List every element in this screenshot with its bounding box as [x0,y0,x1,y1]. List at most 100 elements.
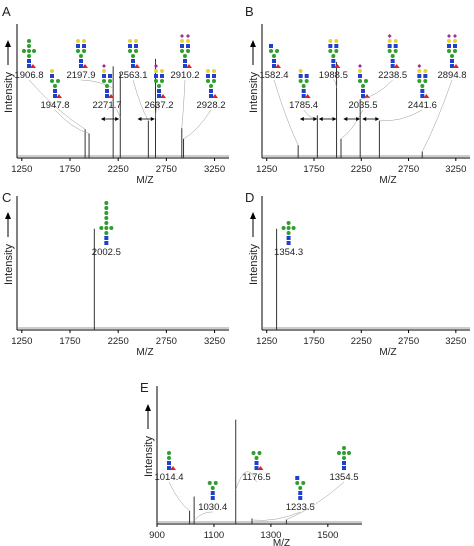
y-axis-label: Intensity [3,72,15,113]
glcnac-residue [186,44,190,48]
glcnac-residue [50,74,54,78]
mannose-residue [251,451,256,455]
glcnac-residue [104,241,109,245]
leader-line [155,102,160,119]
galactose-residue [76,39,80,43]
panel-label: D [245,190,254,205]
mannose-residue [291,226,296,230]
galactose-residue [453,39,457,43]
mannose-residue [27,44,31,48]
mannose-residue [157,84,161,88]
mannose-residue [361,84,365,88]
glcnac-residue [131,59,135,63]
mannose-residue [295,481,300,485]
mannose-residue [209,84,213,88]
glycan-structure [206,69,218,98]
mannose-residue [105,84,109,88]
glcnac-residue [272,59,276,63]
glcnac-residue [167,461,171,465]
x-tick-label: 1750 [59,164,80,175]
mannose-residue [301,84,306,88]
glcnac-residue [53,89,57,93]
x-tick-label: 1250 [256,336,277,347]
shift-arrow-head [362,117,367,121]
mannose-residue [104,226,109,230]
glcnac-residue [420,89,425,93]
galactose-residue [447,39,451,43]
mannose-residue [104,216,109,220]
fucose-residue [108,94,114,98]
galactose-residue [298,69,303,73]
intensity-arrow-head [5,212,11,219]
glycan-structure [22,39,36,68]
panel-label: E [140,380,149,395]
peak-label: 2894.8 [437,70,466,81]
mannose-residue [167,451,171,455]
glcnac-residue [76,44,80,48]
mannose-residue [275,49,279,53]
glycan-structure [251,451,264,470]
mannose-residue [272,54,276,58]
glcnac-residue [79,64,83,68]
x-axis-label: M/Z [273,538,290,546]
shift-arrow-head [318,117,323,121]
x-tick-label: 1750 [59,336,80,347]
mannose-residue [298,486,303,490]
shift-arrow-head [137,117,142,121]
glcnac-residue [298,496,303,500]
x-tick-label: 3250 [445,164,466,175]
panel-label: B [245,4,254,19]
x-tick-label: 3250 [204,336,225,347]
glcnac-residue [298,74,303,78]
fucose-residue [186,64,192,68]
galactose-residue [334,39,339,43]
mannose-residue [50,79,54,83]
fucose-residue [82,64,88,68]
leader-line [333,79,337,89]
galactose-residue [186,39,190,43]
mannose-residue [331,54,336,58]
glycan-structure [128,39,140,68]
galactose-residue [393,39,398,43]
peak-label: 2002.5 [92,247,121,258]
glycan-structure [180,34,192,68]
mannose-residue [186,49,190,53]
y-axis-label: Intensity [3,244,15,285]
glcnac-residue [331,64,336,68]
mannose-residue [304,79,309,83]
galactose-residue [417,69,422,73]
leader-line [303,109,318,119]
x-tick-label: 1250 [11,164,32,175]
glcnac-residue [301,94,306,98]
glcnac-residue [131,64,135,68]
mannose-residue [154,79,158,83]
glcnac-residue [27,64,31,68]
sialic-residue [447,34,451,38]
glycan-structure [207,481,218,500]
x-tick-label: 2250 [108,164,129,175]
mannose-residue [210,486,215,490]
glycan-structure [417,64,430,98]
leader-line [379,109,423,122]
peak-label: 2910.2 [170,70,199,81]
sialic-residue [154,64,158,68]
glycan-structure [447,34,459,68]
mannose-residue [364,79,368,83]
glcnac-residue [254,461,259,465]
x-tick-label: 1300 [260,530,281,541]
glycan-structure [328,39,341,68]
glcnac-residue [108,74,112,78]
leader-line [422,79,453,152]
glcnac-residue [104,236,109,240]
x-tick-label: 2750 [156,164,177,175]
glcnac-residue [286,241,291,245]
peak-label: 2035.5 [348,100,377,111]
x-axis-label: M/Z [379,175,396,186]
glcnac-residue [423,74,428,78]
peak-label: 2928.2 [196,100,225,111]
mannose-residue [254,456,259,460]
glcnac-residue [301,89,306,93]
glcnac-residue [342,466,346,470]
mannose-residue [358,79,362,83]
mannose-residue [334,49,339,53]
